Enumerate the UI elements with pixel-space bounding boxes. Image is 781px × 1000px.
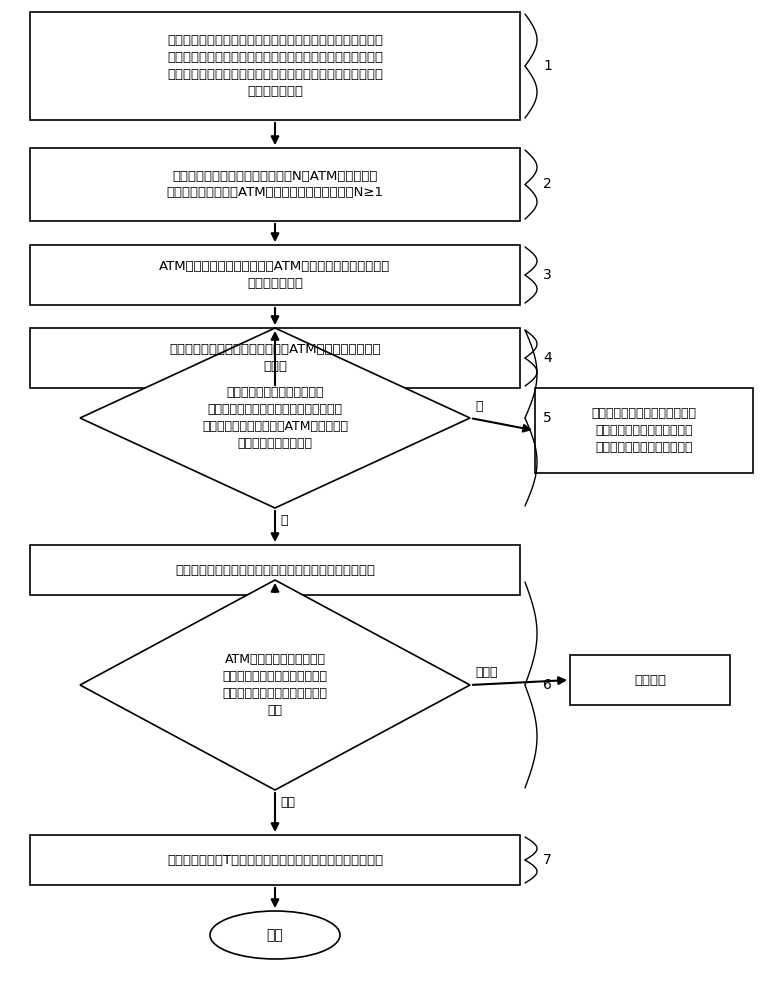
Bar	[30, 835, 520, 885]
Text: 调动密码服务器生成动态密码并发送到指定的电子装置上: 调动密码服务器生成动态密码并发送到指定的电子装置上	[175, 564, 375, 576]
Text: 指纹密码锁延迟T秒后开启，并将开锁信息回传给后台服务器: 指纹密码锁延迟T秒后开启，并将开锁信息回传给后台服务器	[167, 854, 383, 866]
Polygon shape	[80, 580, 470, 790]
Text: 1: 1	[543, 59, 552, 73]
Text: 不正确: 不正确	[475, 666, 497, 680]
Text: 指纹密码锁将录入的指纹信息通过ATM工控机传递到后台
服务器: 指纹密码锁将录入的指纹信息通过ATM工控机传递到后台 服务器	[169, 343, 381, 373]
Text: 否: 否	[475, 399, 483, 412]
Text: 3: 3	[543, 268, 551, 282]
Text: 正确: 正确	[280, 796, 295, 808]
Bar	[570, 655, 730, 705]
Text: 后台服务器不发送动态密码到指
定的电子装置上并表明错误信
息，同时后台服务器进行报警: 后台服务器不发送动态密码到指 定的电子装置上并表明错误信 息，同时后台服务器进行…	[591, 407, 697, 454]
Bar	[30, 148, 520, 221]
Bar	[30, 245, 520, 305]
Text: 4: 4	[543, 351, 551, 365]
Text: ATM特定的清钞人员到指定的ATM机处时唤醒指纹密码锁，
分别录入其指纹: ATM特定的清钞人员到指定的ATM机处时唤醒指纹密码锁， 分别录入其指纹	[159, 260, 390, 290]
Text: 是: 是	[280, 514, 287, 526]
Polygon shape	[80, 328, 470, 508]
Text: 退出登录: 退出登录	[634, 674, 666, 686]
Ellipse shape	[210, 911, 340, 959]
Text: ATM特定的清钞人员在指纹
密码锁上输入动态密码，指纹密
码锁确认输入的动态密码是否正
确？: ATM特定的清钞人员在指纹 密码锁上输入动态密码，指纹密 码锁确认输入的动态密码…	[223, 653, 327, 717]
Text: 6: 6	[543, 678, 552, 692]
Bar	[535, 388, 753, 473]
Text: 2: 2	[543, 178, 551, 192]
Text: 后台管理人员通过后台服务器指定N名ATM特定的清钞
人员，并通知所有的ATM特定的清钞人员，其中，N≥1: 后台管理人员通过后台服务器指定N名ATM特定的清钞 人员，并通知所有的ATM特定…	[166, 169, 383, 200]
Text: 5: 5	[543, 411, 551, 425]
Text: 7: 7	[543, 853, 551, 867]
Bar	[30, 545, 520, 595]
Text: 结束: 结束	[266, 928, 284, 942]
Text: 后台管理人员对所有的自助设备清钞人员的开锁指纹信息和胁
迫指纹信息进行注册，并将所有的自助设备清钞人员的开锁指
纹信息和胁迫指纹信息合成指纹模板后存储到后台服务: 后台管理人员对所有的自助设备清钞人员的开锁指纹信息和胁 迫指纹信息进行注册，并将…	[167, 34, 383, 98]
Bar	[30, 328, 520, 388]
Text: 后台服务器自动对该指纹信息
进行解密识别，并判定该录入的指纹信息
是否是后台服务器指定的ATM特定的清钞
人员的开锁指纹信息？: 后台服务器自动对该指纹信息 进行解密识别，并判定该录入的指纹信息 是否是后台服务…	[202, 386, 348, 450]
Bar	[30, 12, 520, 120]
